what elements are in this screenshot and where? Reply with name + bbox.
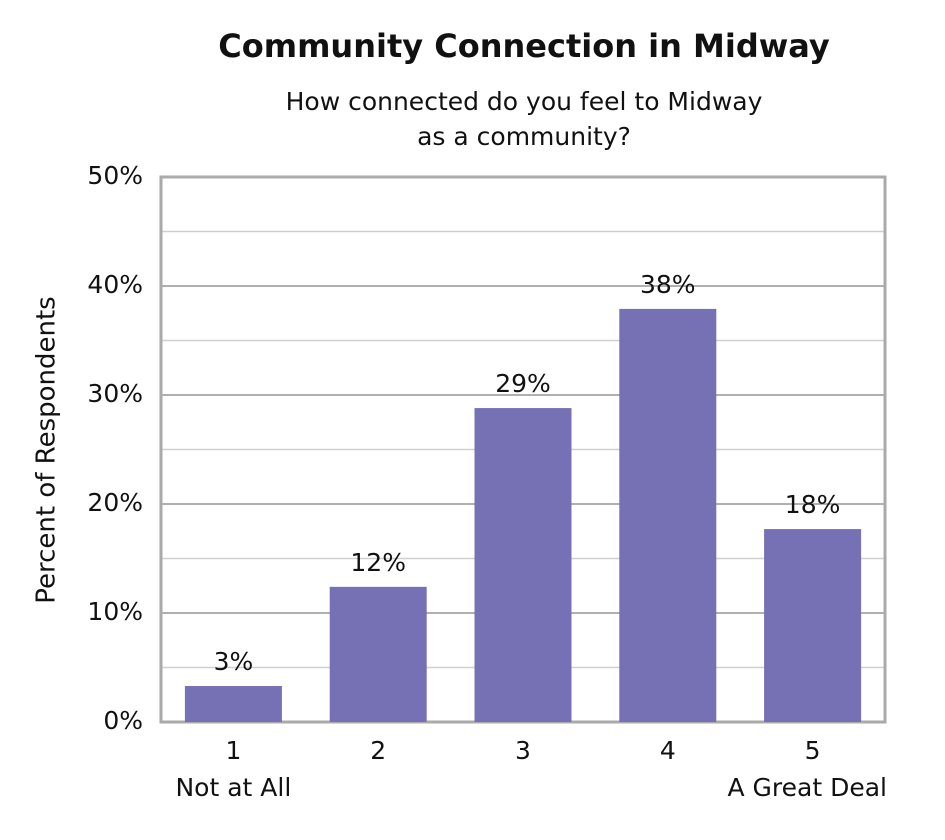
y-tick-label: 50% (87, 161, 143, 190)
x-tick-label: 2 (370, 736, 386, 765)
value-label: 12% (350, 548, 406, 577)
value-label: 18% (785, 490, 841, 519)
value-label: 38% (640, 270, 696, 299)
bar (184, 686, 282, 722)
chart-subtitle: How connected do you feel to Midway (286, 87, 763, 116)
bar (619, 308, 717, 722)
chart-subtitle: as a community? (417, 122, 631, 151)
y-tick-label: 20% (87, 488, 143, 517)
x-tick-label: 5 (805, 736, 821, 765)
x-tick-label: 4 (660, 736, 676, 765)
y-tick-label: 0% (103, 706, 143, 735)
chart-title: Community Connection in Midway (218, 27, 830, 65)
value-label: 3% (214, 647, 254, 676)
bar (764, 529, 862, 722)
x-tick-label: 1 (225, 736, 241, 765)
x-sublabel: Not at All (175, 773, 291, 802)
y-axis-label: Percent of Respondents (32, 296, 62, 603)
value-label: 29% (495, 369, 551, 398)
bar (329, 586, 427, 722)
y-tick-label: 40% (87, 270, 143, 299)
y-tick-label: 10% (87, 597, 143, 626)
x-tick-label: 3 (515, 736, 531, 765)
x-sublabel: A Great Deal (728, 773, 888, 802)
y-tick-label: 30% (87, 379, 143, 408)
bar (474, 408, 572, 722)
